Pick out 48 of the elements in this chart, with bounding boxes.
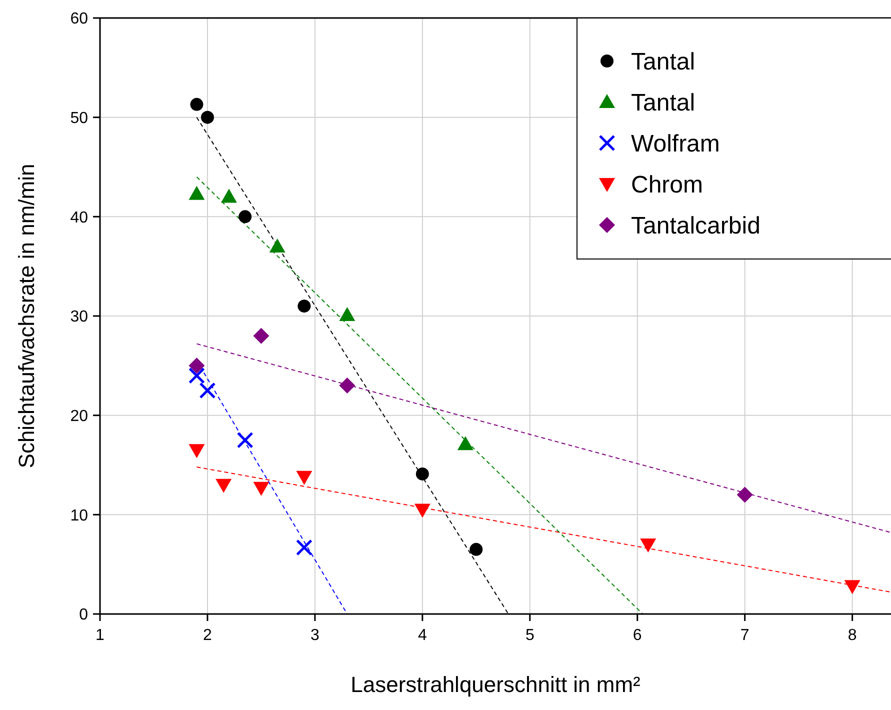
x-axis-title: Laserstrahlquerschnitt in mm² xyxy=(350,672,640,697)
legend-label: Chrom xyxy=(631,171,704,198)
point xyxy=(253,328,270,344)
point xyxy=(236,432,254,448)
point xyxy=(188,186,205,200)
point xyxy=(199,382,216,399)
point xyxy=(253,482,270,496)
y-tick-label: 20 xyxy=(70,408,88,425)
point xyxy=(220,188,237,203)
point xyxy=(457,436,474,450)
x-tick-label: 1 xyxy=(96,627,105,644)
x-tick-label: 5 xyxy=(525,627,534,644)
legend-label: Tantalcarbid xyxy=(631,212,760,240)
x-tick-label: 8 xyxy=(848,627,857,644)
point xyxy=(188,444,205,458)
y-tick-label: 50 xyxy=(70,110,88,127)
y-tick-label: 40 xyxy=(70,209,88,226)
point xyxy=(238,210,252,224)
x-tick-label: 4 xyxy=(418,627,427,644)
point xyxy=(339,378,356,394)
point xyxy=(188,358,205,374)
point xyxy=(188,367,205,384)
legend-label: Tantal xyxy=(631,89,696,116)
y-tick-label: 10 xyxy=(70,507,88,524)
point xyxy=(414,504,430,518)
point xyxy=(190,98,204,111)
y-tick-label: 60 xyxy=(70,10,88,28)
point xyxy=(296,470,312,485)
point xyxy=(298,300,311,313)
point xyxy=(736,486,753,503)
x-tick-label: 7 xyxy=(740,627,750,644)
x-tick-label: 3 xyxy=(310,627,320,644)
y-tick-label: 0 xyxy=(79,606,88,624)
y-axis-title: Schichtaufwachsrate in nm/min xyxy=(14,164,39,468)
legend-label: Wolfram xyxy=(631,130,720,158)
point xyxy=(640,538,656,552)
point xyxy=(296,539,312,556)
point xyxy=(339,307,356,322)
point xyxy=(844,580,860,594)
point xyxy=(216,478,232,493)
point xyxy=(200,110,214,124)
x-tick-label: 2 xyxy=(203,627,212,644)
y-tick-label: 30 xyxy=(70,308,88,326)
point xyxy=(269,238,286,252)
point xyxy=(416,467,429,480)
legend-label: Tantal xyxy=(631,48,696,76)
x-tick-label: 6 xyxy=(632,627,642,644)
point xyxy=(470,542,483,556)
